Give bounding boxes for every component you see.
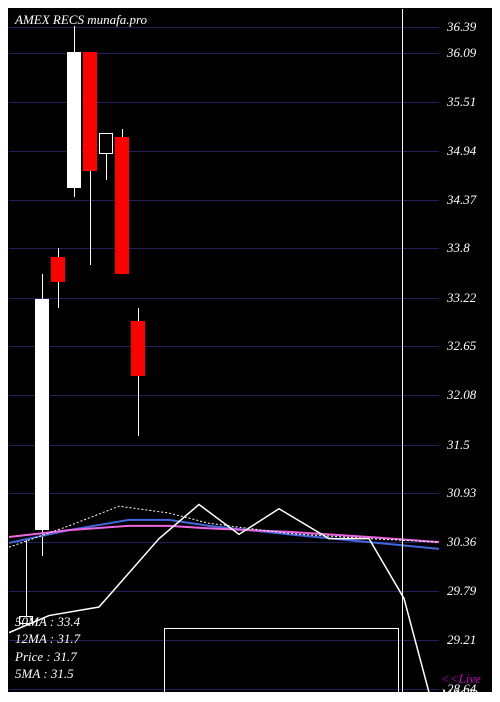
info-line: Price : 31.7 [15,648,80,666]
y-axis-label: 29.21 [447,632,476,648]
y-axis-label: 33.22 [447,290,476,306]
gridline [9,542,439,543]
y-axis-label: 32.65 [447,338,476,354]
chart-title: AMEX RECS munafa.pro [15,12,147,28]
ma-info-box: 50MA : 33.412MA : 31.7Price : 31.75MA : … [15,613,80,683]
y-axis-label: 36.39 [447,19,476,35]
gridline [9,493,439,494]
y-axis-label: 29.79 [447,583,476,599]
y-axis-label: 35.51 [447,94,476,110]
candle-body [99,133,113,154]
macd-box [164,628,399,693]
y-axis-label: 36.09 [447,45,476,61]
candle-wick [26,539,27,624]
candle-body [131,321,145,377]
y-axis-label: 33.8 [447,240,470,256]
gridline [9,248,439,249]
gridline [9,395,439,396]
candlestick-chart: 36.39 36.09 35.51 34.94 34.37 33.8 33.22 32.65 3… [8,8,492,692]
candle-body [67,52,81,189]
y-axis-label: 34.37 [447,192,476,208]
y-axis-label: 30.36 [447,534,476,550]
macd-label: MACD [441,686,478,702]
y-axis-label: 32.08 [447,387,476,403]
y-axis-label: 31.5 [447,437,470,453]
y-axis-label: 34.94 [447,143,476,159]
gridline [9,298,439,299]
info-line: 5MA : 31.5 [15,665,80,683]
candle-body [51,257,65,283]
live-cursor-line [402,9,403,693]
y-axis-label: 30.93 [447,485,476,501]
gridline [9,591,439,592]
gridline [9,346,439,347]
candle-body [83,52,97,172]
candle-body [115,137,129,274]
candle-body [35,299,49,530]
gridline [9,200,439,201]
info-line: 12MA : 31.7 [15,630,80,648]
gridline [9,445,439,446]
info-line: 50MA : 33.4 [15,613,80,631]
